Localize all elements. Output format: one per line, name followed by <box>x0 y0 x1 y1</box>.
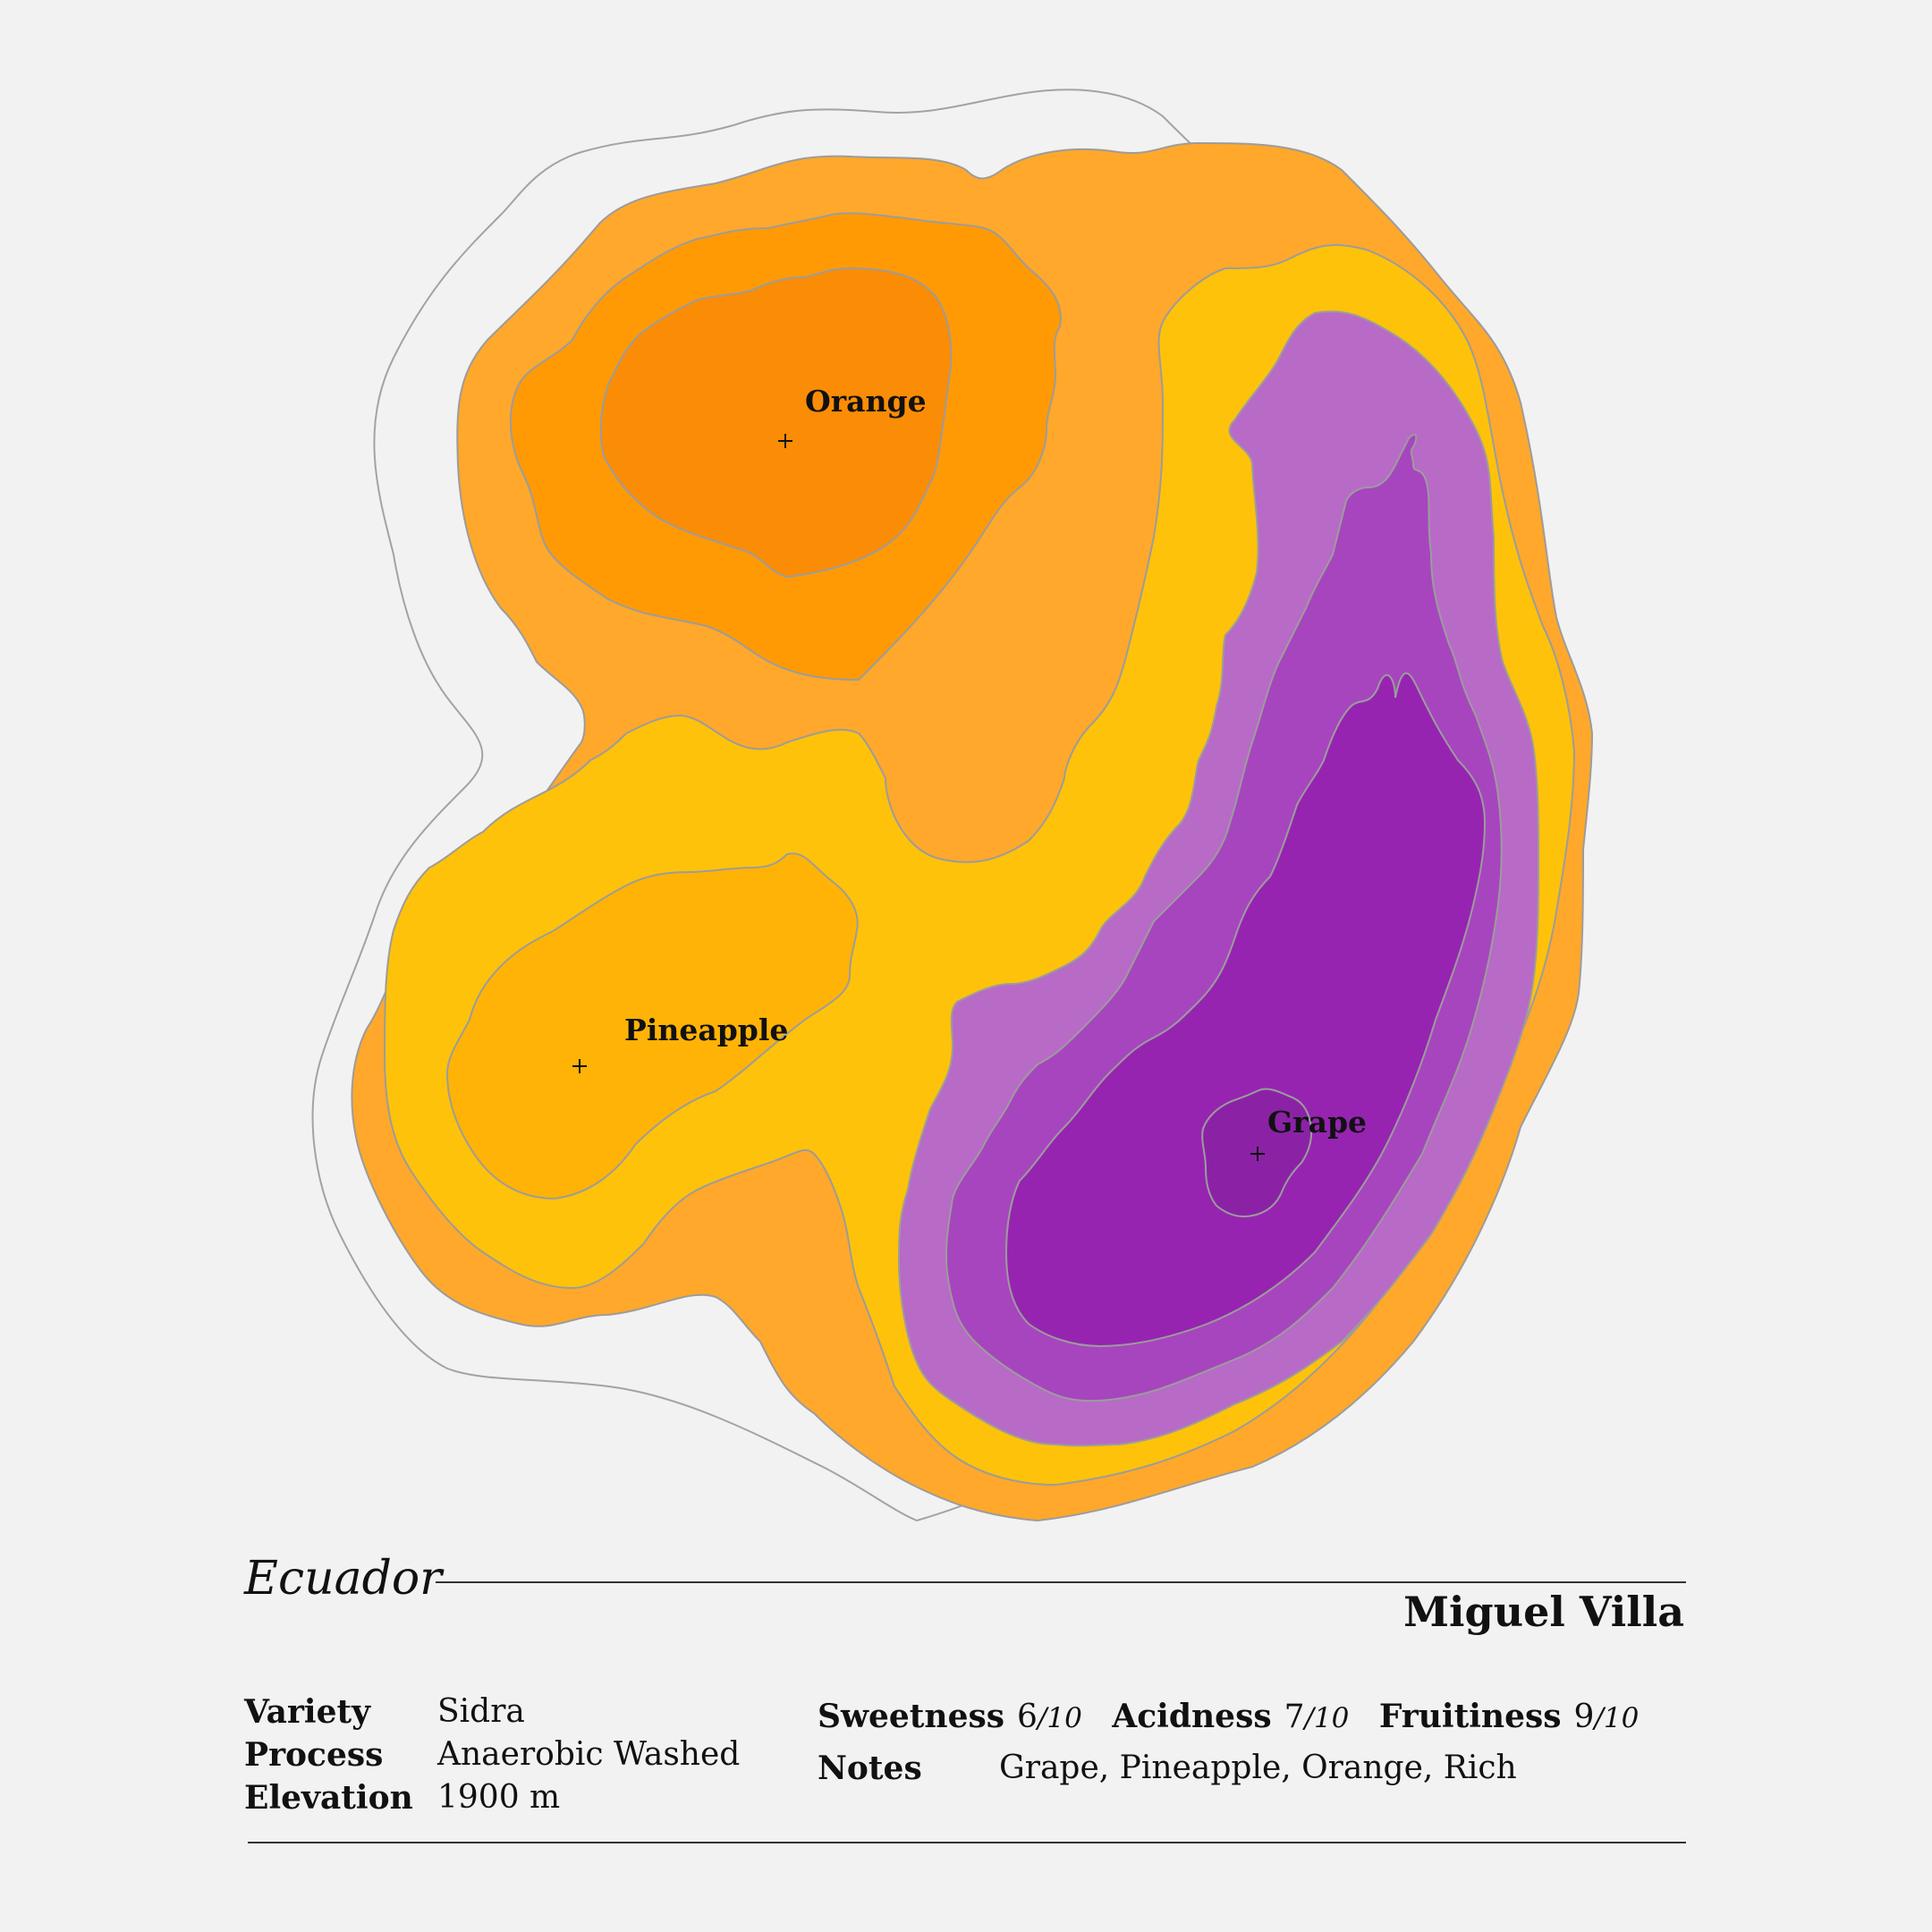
detail-value: 1900 m <box>437 1779 561 1816</box>
detail-value: Sidra <box>437 1693 525 1730</box>
grape-peak-label: Grape <box>1267 1105 1367 1140</box>
title-divider <box>436 1581 1686 1583</box>
detail-label: Process <box>244 1736 384 1774</box>
coffee-details: Variety Sidra Process Anaerobic Washed E… <box>244 1690 740 1819</box>
score-fruitiness: Fruitiness 9/10 <box>1379 1695 1639 1740</box>
score-value: 7 <box>1284 1699 1305 1735</box>
pineapple-peak-label: Pineapple <box>624 1013 788 1047</box>
score-label: Sweetness <box>818 1698 1005 1735</box>
orange-peak-label: Orange <box>805 384 927 419</box>
score-value: 9 <box>1573 1699 1595 1735</box>
notes-label: Notes <box>818 1750 922 1787</box>
score-acidness: Acidness 7/10 <box>1112 1695 1349 1740</box>
producer-name: Miguel Villa <box>1403 1588 1684 1636</box>
notes-value: Grape, Pineapple, Orange, Rich <box>999 1750 1517 1786</box>
score-sweetness: Sweetness 6/10 <box>818 1695 1082 1740</box>
origin-title: Ecuador <box>244 1552 443 1606</box>
detail-row-elevation: Elevation 1900 m <box>244 1776 740 1819</box>
score-label: Acidness <box>1112 1698 1272 1735</box>
pineapple-peak-contour <box>445 852 859 1200</box>
score-denominator: /10 <box>1304 1702 1350 1734</box>
score-denominator: /10 <box>1594 1702 1640 1734</box>
orange-peak-contour <box>599 267 953 579</box>
detail-row-variety: Variety Sidra <box>244 1690 740 1733</box>
taste-scores: Sweetness 6/10 Acidness 7/10 Fruitiness 9/1… <box>818 1695 1658 1790</box>
score-denominator: /10 <box>1037 1702 1082 1734</box>
bottom-divider <box>248 1842 1686 1843</box>
detail-label: Elevation <box>244 1779 413 1817</box>
score-row: Sweetness 6/10 Acidness 7/10 Fruitiness 9/1… <box>818 1695 1658 1740</box>
flavor-contour-map: Orange Pineapple Grape <box>311 89 1594 1522</box>
score-value: 6 <box>1017 1699 1038 1735</box>
notes-row: Notes Grape, Pineapple, Orange, Rich <box>818 1747 1658 1790</box>
grape-ring-3-contour <box>1004 672 1487 1348</box>
detail-label: Variety <box>244 1693 371 1731</box>
detail-row-process: Process Anaerobic Washed <box>244 1733 740 1776</box>
detail-value: Anaerobic Washed <box>437 1736 741 1773</box>
score-label: Fruitiness <box>1378 1698 1562 1735</box>
